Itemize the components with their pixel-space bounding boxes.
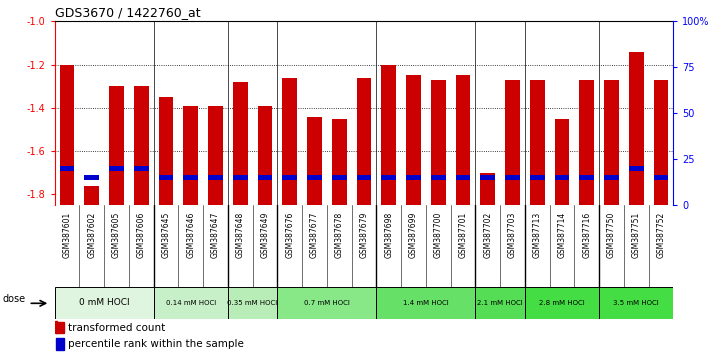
Bar [55,321,57,333]
Bar [228,287,277,319]
Bar [134,166,149,171]
Text: GSM387703: GSM387703 [508,212,517,258]
Text: transformed count: transformed count [68,323,165,333]
Text: GSM387716: GSM387716 [582,212,591,258]
Bar [480,175,495,179]
Text: GSM387649: GSM387649 [261,212,269,258]
Text: 0.35 mM HOCl: 0.35 mM HOCl [227,300,278,306]
Bar [629,166,644,171]
Bar [579,175,594,179]
Text: GSM387606: GSM387606 [137,212,146,258]
Bar [431,80,446,205]
Bar [282,175,297,179]
Bar [332,175,347,179]
Bar [307,175,322,179]
Bar [154,287,228,319]
Text: GSM387677: GSM387677 [310,212,319,258]
Bar [530,80,545,205]
Bar [233,175,248,179]
Text: GSM387698: GSM387698 [384,212,393,258]
Text: GSM387701: GSM387701 [459,212,467,258]
Text: 3.5 mM HOCl: 3.5 mM HOCl [614,300,659,306]
Text: GSM387702: GSM387702 [483,212,492,258]
Bar [530,175,545,179]
Bar [406,75,421,205]
Bar [555,175,569,179]
Text: GDS3670 / 1422760_at: GDS3670 / 1422760_at [55,6,200,19]
Bar [134,86,149,205]
Bar [456,75,470,205]
Bar [109,86,124,205]
Text: GSM387751: GSM387751 [632,212,641,258]
Text: 0 mM HOCl: 0 mM HOCl [79,298,130,307]
Bar [381,175,396,179]
Bar [60,166,74,171]
Text: GSM387602: GSM387602 [87,212,96,258]
Bar [381,64,396,205]
Bar [183,175,198,179]
Bar [84,186,99,205]
Bar [159,175,173,179]
Bar [208,106,223,205]
Bar [109,166,124,171]
Bar [57,338,64,350]
Bar [599,287,673,319]
Bar [57,322,64,333]
Bar [406,175,421,179]
Bar [579,80,594,205]
Bar [604,175,619,179]
Text: percentile rank within the sample: percentile rank within the sample [68,339,244,349]
Bar [376,287,475,319]
Text: GSM387750: GSM387750 [607,212,616,258]
Bar [431,175,446,179]
Text: 0.14 mM HOCl: 0.14 mM HOCl [165,300,216,306]
Text: GSM387601: GSM387601 [63,212,71,258]
Text: GSM387678: GSM387678 [335,212,344,258]
Text: GSM387648: GSM387648 [236,212,245,258]
Text: GSM387752: GSM387752 [657,212,665,258]
Bar [55,287,154,319]
Text: 2.8 mM HOCl: 2.8 mM HOCl [539,300,585,306]
Bar [208,175,223,179]
Text: GSM387647: GSM387647 [211,212,220,258]
Text: GSM387676: GSM387676 [285,212,294,258]
Bar [282,78,297,205]
Bar [505,175,520,179]
Bar [183,106,198,205]
Text: GSM387679: GSM387679 [360,212,368,258]
Bar [258,106,272,205]
Text: GSM387646: GSM387646 [186,212,195,258]
Text: GSM387713: GSM387713 [533,212,542,258]
Bar [629,52,644,205]
Bar [258,175,272,179]
Text: GSM387700: GSM387700 [434,212,443,258]
Bar [332,119,347,205]
Bar [159,97,173,205]
Bar [84,175,99,179]
Bar [277,287,376,319]
Bar [357,78,371,205]
Bar [604,80,619,205]
Text: GSM387645: GSM387645 [162,212,170,258]
Bar [505,80,520,205]
Bar [307,116,322,205]
Bar [60,64,74,205]
Bar [525,287,599,319]
Text: GSM387605: GSM387605 [112,212,121,258]
Text: GSM387699: GSM387699 [409,212,418,258]
Text: GSM387714: GSM387714 [558,212,566,258]
Bar [233,82,248,205]
Text: 2.1 mM HOCl: 2.1 mM HOCl [478,300,523,306]
Text: 0.7 mM HOCl: 0.7 mM HOCl [304,300,350,306]
Text: 1.4 mM HOCl: 1.4 mM HOCl [403,300,448,306]
Text: dose: dose [3,294,26,304]
Bar [475,287,525,319]
Bar [654,175,668,179]
Bar [456,175,470,179]
Bar [555,119,569,205]
Bar [654,80,668,205]
Bar [480,173,495,205]
Bar [357,175,371,179]
